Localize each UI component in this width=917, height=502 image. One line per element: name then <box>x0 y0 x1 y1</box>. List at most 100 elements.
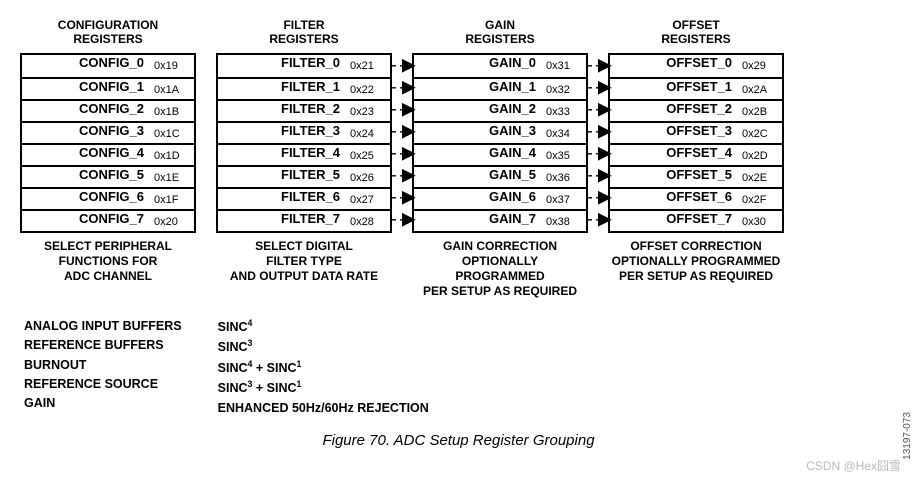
register-address: 0x20 <box>154 216 188 228</box>
list-item: SINC4 <box>218 317 429 338</box>
register-row: OFFSET_40x2D <box>610 143 782 165</box>
register-name: CONFIG_1 <box>79 79 144 94</box>
register-row: OFFSET_7 0x30 <box>610 209 782 231</box>
register-column: CONFIGURATION REGISTERSCONFIG_00x19CONFI… <box>20 18 196 284</box>
register-row: GAIN_1 0x32 <box>414 77 586 99</box>
register-row: FILTER_30x24 <box>218 121 390 143</box>
register-columns: CONFIGURATION REGISTERSCONFIG_00x19CONFI… <box>20 18 897 299</box>
register-row: GAIN_3 0x34 <box>414 121 586 143</box>
register-name: CONFIG_3 <box>79 123 144 138</box>
config-options-list: ANALOG INPUT BUFFERSREFERENCE BUFFERSBUR… <box>24 317 182 419</box>
register-name: FILTER_7 <box>281 211 340 226</box>
register-name: OFFSET_0 <box>666 55 732 70</box>
register-column: OFFSET REGISTERS OFFSET_0 0x29 OFFSET_10x2A… <box>608 18 784 284</box>
register-address: 0x1A <box>154 84 188 96</box>
register-row: GAIN_70x38 <box>414 209 586 231</box>
list-item: REFERENCE BUFFERS <box>24 336 182 355</box>
register-address: 0x25 <box>350 150 384 162</box>
register-address: 0x34 <box>546 128 580 140</box>
register-address: 0x33 <box>546 106 580 118</box>
register-row: GAIN_5 0x36 <box>414 165 586 187</box>
register-name: FILTER_1 <box>281 79 340 94</box>
register-address: 0x27 <box>350 194 384 206</box>
register-column: GAIN REGISTERSGAIN_00x31GAIN_10x32GAIN_2… <box>412 18 588 299</box>
register-address: 0x2D <box>742 150 776 162</box>
register-address: 0x2C <box>742 128 776 140</box>
register-row: CONFIG_3 0x1C <box>22 121 194 143</box>
figure-caption: Figure 70. ADC Setup Register Grouping <box>20 432 897 449</box>
register-address: 0x30 <box>742 216 776 228</box>
register-name: OFFSET_6 <box>666 189 732 204</box>
register-group: CONFIG_0 0x19 CONFIG_1 0x1A CONFIG_2 0x1B CONF… <box>20 53 196 233</box>
register-address: 0x22 <box>350 84 384 96</box>
column-footer: SELECT DIGITAL FILTER TYPE AND OUTPUT DA… <box>216 239 392 284</box>
register-address: 0x1E <box>154 172 188 184</box>
list-item: SINC3 <box>218 337 429 358</box>
watermark: CSDN @Hex囧雪 <box>806 457 901 474</box>
column-header: OFFSET REGISTERS <box>608 18 784 47</box>
register-address: 0x1C <box>154 128 188 140</box>
register-row: CONFIG_70x20 <box>22 209 194 231</box>
list-item: ENHANCED 50Hz/60Hz REJECTION <box>218 399 429 418</box>
register-name: CONFIG_0 <box>79 55 144 70</box>
register-name: OFFSET_7 <box>666 211 732 226</box>
register-address: 0x19 <box>154 60 188 72</box>
register-row: OFFSET_50x2E <box>610 165 782 187</box>
register-name: FILTER_2 <box>281 101 340 116</box>
register-name: OFFSET_1 <box>666 79 732 94</box>
register-address: 0x31 <box>546 60 580 72</box>
register-row: CONFIG_5 0x1E <box>22 165 194 187</box>
register-group: GAIN_00x31GAIN_10x32GAIN_20x33GAIN_30x34… <box>412 53 588 233</box>
register-name: FILTER_4 <box>281 145 340 160</box>
register-address: 0x38 <box>546 216 580 228</box>
register-name: FILTER_3 <box>281 123 340 138</box>
register-address: 0x2E <box>742 172 776 184</box>
register-address: 0x29 <box>742 60 776 72</box>
register-group: OFFSET_00x29OFFSET_10x2AOFFSET_20x2BOFFS… <box>608 53 784 233</box>
register-row: OFFSET_10x2A <box>610 77 782 99</box>
register-address: 0x2F <box>742 194 776 206</box>
register-name: CONFIG_5 <box>79 167 144 182</box>
register-name: GAIN_1 <box>489 79 536 94</box>
register-row: FILTER_7 0x28 <box>218 209 390 231</box>
register-name: FILTER_5 <box>281 167 340 182</box>
figure-id: 13197-073 <box>902 412 913 460</box>
column-header: CONFIGURATION REGISTERS <box>20 18 196 47</box>
register-column: FILTER REGISTERS FILTER_00x21 FILTER_1 0x22… <box>216 18 392 284</box>
column-footer: GAIN CORRECTION OPTIONALLY PROGRAMMED PE… <box>412 239 588 299</box>
register-address: 0x23 <box>350 106 384 118</box>
register-row: FILTER_60x27 <box>218 187 390 209</box>
register-row: GAIN_2 0x33 <box>414 99 586 121</box>
register-name: CONFIG_2 <box>79 101 144 116</box>
list-item: BURNOUT <box>24 356 182 375</box>
register-address: 0x1F <box>154 194 188 206</box>
register-row: OFFSET_6 0x2F <box>610 187 782 209</box>
register-name: GAIN_2 <box>489 101 536 116</box>
register-address: 0x28 <box>350 216 384 228</box>
register-name: GAIN_6 <box>489 189 536 204</box>
register-row: FILTER_1 0x22 <box>218 77 390 99</box>
register-name: GAIN_4 <box>489 145 536 160</box>
register-name: GAIN_5 <box>489 167 536 182</box>
register-name: CONFIG_4 <box>79 145 144 160</box>
column-footer: OFFSET CORRECTION OPTIONALLY PROGRAMMED … <box>608 239 784 284</box>
register-name: OFFSET_2 <box>666 101 732 116</box>
list-item: ANALOG INPUT BUFFERS <box>24 317 182 336</box>
register-name: OFFSET_3 <box>666 123 732 138</box>
register-row: OFFSET_0 0x29 <box>610 55 782 77</box>
register-row: FILTER_5 0x26 <box>218 165 390 187</box>
register-group: FILTER_00x21 FILTER_1 0x22 FILTER_2 0x23 FILT… <box>216 53 392 233</box>
list-item: GAIN <box>24 394 182 413</box>
list-item: REFERENCE SOURCE <box>24 375 182 394</box>
register-address: 0x26 <box>350 172 384 184</box>
register-address: 0x32 <box>546 84 580 96</box>
list-item: SINC4 + SINC1 <box>218 358 429 379</box>
column-header: FILTER REGISTERS <box>216 18 392 47</box>
register-address: 0x36 <box>546 172 580 184</box>
register-row: FILTER_4 0x25 <box>218 143 390 165</box>
register-name: GAIN_3 <box>489 123 536 138</box>
register-address: 0x1B <box>154 106 188 118</box>
register-row: CONFIG_40x1D <box>22 143 194 165</box>
register-row: FILTER_00x21 <box>218 55 390 77</box>
list-item: SINC3 + SINC1 <box>218 378 429 399</box>
